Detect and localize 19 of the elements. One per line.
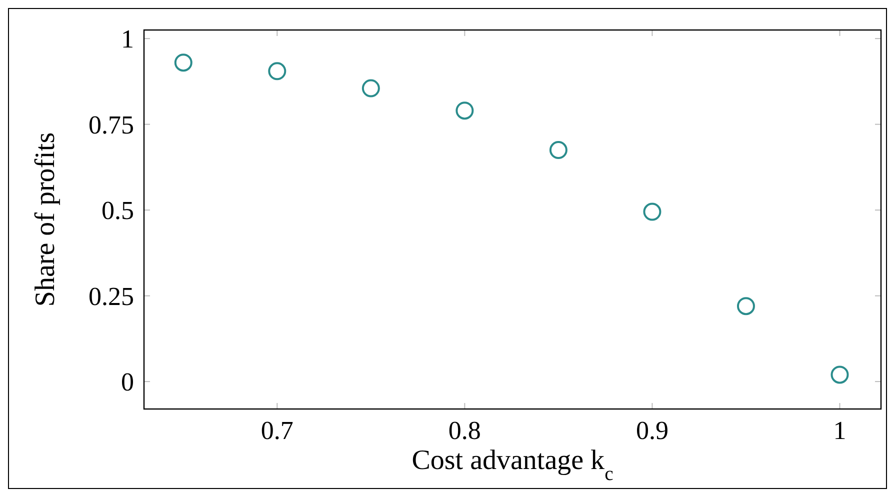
point	[736, 297, 755, 316]
y-tick-label: 0.5	[102, 196, 134, 226]
y-tick-label: 0	[121, 368, 134, 397]
y-tick-label: 1	[121, 24, 134, 54]
y-tick-label: 0.75	[88, 110, 134, 140]
y-tick-label: 0.25	[88, 282, 134, 311]
point	[456, 102, 474, 120]
x-axis-title: Cost advantage k$_{c}$	[412, 445, 614, 484]
point	[268, 62, 286, 80]
x-tick-label: 0.9	[636, 416, 668, 445]
x-tick-label: 0.8	[448, 416, 481, 445]
y-axis-title: Share of profits	[30, 132, 61, 307]
point	[830, 366, 849, 384]
point	[174, 54, 192, 72]
point	[549, 141, 568, 160]
x-tick-label: 0.7	[260, 416, 294, 445]
point	[643, 202, 662, 221]
x-tick-label: 1	[833, 416, 846, 445]
point	[362, 79, 380, 98]
